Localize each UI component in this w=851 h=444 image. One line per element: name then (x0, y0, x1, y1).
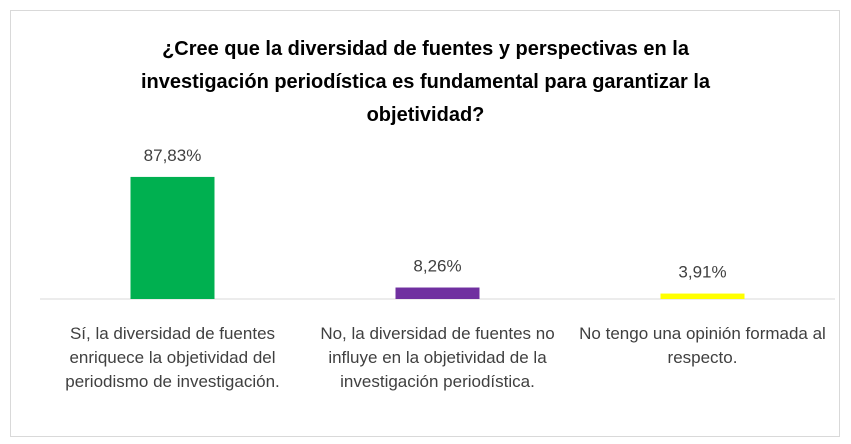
chart-title: ¿Cree que la diversidad de fuentes y per… (140, 38, 711, 126)
bar (660, 293, 745, 299)
value-label: 87,83% (144, 146, 202, 165)
category-label: No tengo una opinión formada al respecto… (579, 324, 826, 367)
category-label: Sí, la diversidad de fuentes enriquece l… (65, 324, 280, 391)
value-label: 3,91% (678, 263, 726, 282)
category-label: No, la diversidad de fuentes no influye … (320, 324, 555, 391)
bar (130, 176, 215, 299)
value-label: 8,26% (413, 257, 461, 276)
bar (395, 287, 480, 299)
